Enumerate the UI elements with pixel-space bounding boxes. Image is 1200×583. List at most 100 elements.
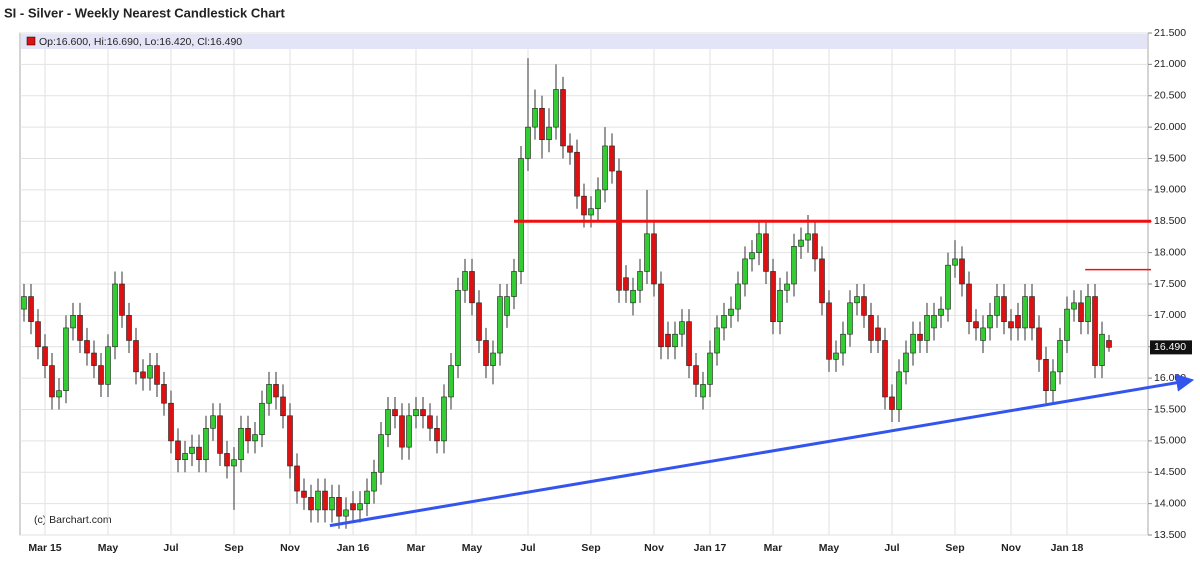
candle-body xyxy=(497,296,503,354)
candle-body xyxy=(644,233,650,272)
candle-body xyxy=(28,296,34,322)
candle-body xyxy=(833,352,839,360)
candle-body xyxy=(112,283,118,348)
x-tick-label: Mar xyxy=(407,542,426,554)
candle-body xyxy=(476,302,482,341)
candle-body xyxy=(1008,321,1014,329)
candle-body xyxy=(483,340,489,366)
candle-body xyxy=(105,346,111,385)
candle-body xyxy=(602,145,608,191)
candle-body xyxy=(259,402,265,435)
candle-body xyxy=(441,396,447,442)
candle-body xyxy=(770,271,776,322)
candle-body xyxy=(378,434,384,473)
candle-body xyxy=(630,289,636,304)
candle-body xyxy=(917,333,923,341)
candle-body xyxy=(742,258,748,285)
candle-body xyxy=(700,384,706,398)
candle-body xyxy=(812,233,818,260)
candle-body xyxy=(616,170,622,291)
candle-body xyxy=(826,302,832,360)
candle-body xyxy=(70,315,76,329)
candle-body xyxy=(854,296,860,304)
candle-body xyxy=(980,327,986,341)
candle-body xyxy=(280,396,286,417)
candle-body xyxy=(434,428,440,442)
candle-body xyxy=(182,453,188,460)
candle-body xyxy=(1092,296,1098,366)
candle-body xyxy=(1071,302,1077,310)
candle-body xyxy=(637,271,643,291)
candle-body xyxy=(658,283,664,348)
candle-body xyxy=(245,428,251,442)
x-tick-label: Sep xyxy=(581,542,600,554)
candle-body xyxy=(175,440,181,461)
candle-body xyxy=(994,296,1000,316)
candle-body xyxy=(504,296,510,316)
candle-body xyxy=(371,471,377,492)
candle-body xyxy=(462,271,468,291)
candle-body xyxy=(735,283,741,310)
legend-swatch xyxy=(26,36,36,46)
candle-body xyxy=(889,396,895,410)
candle-body xyxy=(98,365,104,385)
candle-body xyxy=(154,365,160,385)
candle-body xyxy=(714,327,720,354)
candle-body xyxy=(56,390,62,398)
candle-body xyxy=(196,446,202,460)
candle-body xyxy=(294,465,300,492)
candle-body xyxy=(119,283,125,316)
candle-body xyxy=(546,126,552,140)
candle-body xyxy=(168,402,174,442)
y-tick-label: 19.500 xyxy=(1154,152,1186,164)
candle-body xyxy=(553,89,559,128)
candle-body xyxy=(91,352,97,366)
candle-body xyxy=(490,352,496,366)
y-tick-label: 18.000 xyxy=(1154,246,1186,258)
x-tick-label: Jul xyxy=(520,542,535,554)
candle-body xyxy=(217,415,223,454)
candle-body xyxy=(567,145,573,153)
x-tick-label: Jan 17 xyxy=(694,542,727,554)
x-tick-label: May xyxy=(819,542,840,554)
y-tick-label: 19.000 xyxy=(1154,184,1186,196)
candle-body xyxy=(532,108,538,128)
candle-body xyxy=(819,258,825,304)
candle-body xyxy=(336,497,342,517)
y-tick-label: 13.500 xyxy=(1154,529,1186,541)
candle-body xyxy=(952,258,958,266)
candle-body xyxy=(973,321,979,329)
y-tick-label: 21.500 xyxy=(1154,27,1186,39)
candle-body xyxy=(1057,340,1063,373)
candle-body xyxy=(945,264,951,310)
candle-body xyxy=(231,459,237,467)
y-tick-label: 21.000 xyxy=(1154,58,1186,70)
x-tick-label: Jan 18 xyxy=(1051,542,1084,554)
candle-body xyxy=(210,415,216,429)
candle-body xyxy=(287,415,293,467)
y-tick-label: 14.500 xyxy=(1154,466,1186,478)
candle-body xyxy=(861,296,867,316)
y-tick-label: 20.500 xyxy=(1154,90,1186,102)
candle-body xyxy=(588,208,594,216)
candle-body xyxy=(266,384,272,404)
candle-body xyxy=(1050,371,1056,391)
credit: (c) Barchart.com xyxy=(34,514,112,526)
candle-body xyxy=(665,333,671,348)
candle-body xyxy=(350,503,356,511)
candle-body xyxy=(539,108,545,140)
candle-body xyxy=(840,333,846,354)
candle-body xyxy=(147,365,153,379)
candle-body xyxy=(679,321,685,335)
candle-body xyxy=(252,434,258,442)
candle-body xyxy=(42,346,48,366)
candle-body xyxy=(924,315,930,341)
candle-body xyxy=(357,503,363,511)
candle-body xyxy=(987,315,993,329)
x-tick-label: Nov xyxy=(280,542,300,554)
last-price-tag xyxy=(1150,340,1192,355)
candle-body xyxy=(581,195,587,216)
x-tick-label: Sep xyxy=(945,542,964,554)
candle-body xyxy=(721,315,727,329)
